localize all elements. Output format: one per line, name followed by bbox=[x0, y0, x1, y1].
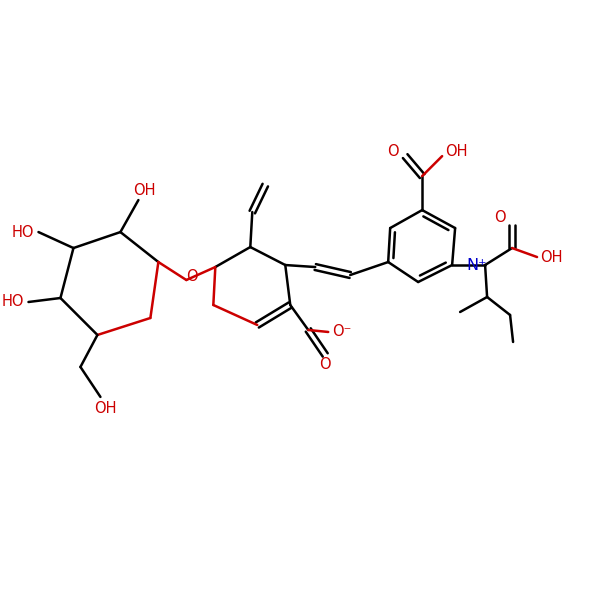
Text: OH: OH bbox=[133, 182, 155, 197]
Text: OH: OH bbox=[94, 401, 116, 416]
Text: O: O bbox=[187, 269, 198, 284]
Text: OH: OH bbox=[540, 250, 562, 265]
Text: O: O bbox=[494, 209, 506, 224]
Text: O: O bbox=[388, 143, 399, 158]
Text: N⁺: N⁺ bbox=[466, 257, 487, 272]
Text: O: O bbox=[319, 358, 331, 373]
Text: HO: HO bbox=[1, 295, 24, 310]
Text: HO: HO bbox=[11, 224, 34, 239]
Text: O⁻: O⁻ bbox=[332, 325, 352, 340]
Text: OH: OH bbox=[445, 143, 467, 158]
